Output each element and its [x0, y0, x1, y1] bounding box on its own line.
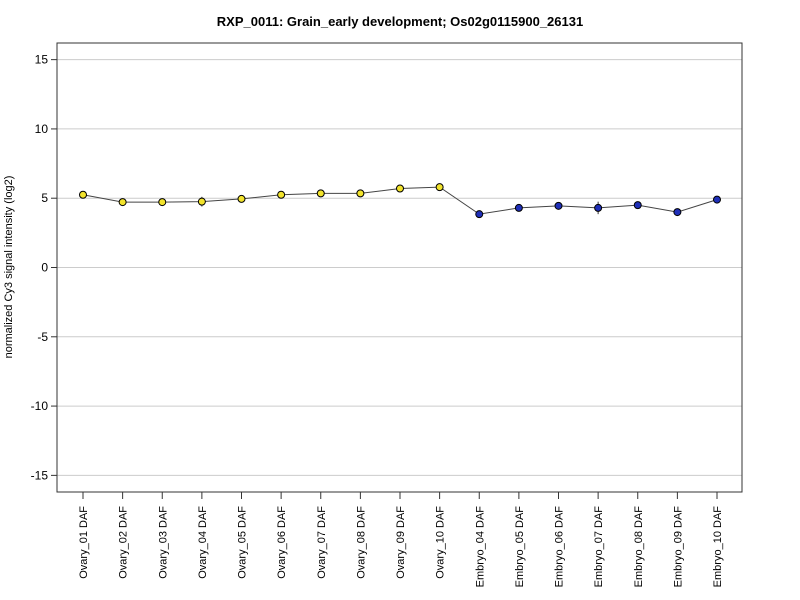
y-tick-label: 15: [35, 53, 49, 67]
chart-title: RXP_0011: Grain_early development; Os02g…: [217, 14, 583, 29]
x-tick-label: Ovary_09 DAF: [395, 506, 407, 579]
x-tick-label: Embryo_07 DAF: [593, 506, 605, 588]
x-tick-label: Ovary_08 DAF: [355, 506, 367, 579]
y-axis-ticks: 15 10 5 0 -5 -10 -15: [31, 53, 57, 482]
x-tick-label: Ovary_07 DAF: [316, 506, 328, 579]
data-point: [277, 190, 286, 199]
data-point: [79, 190, 87, 199]
y-axis-label: normalized Cy3 signal intensity (log2): [3, 176, 15, 359]
data-point: [237, 194, 246, 203]
x-tick-label: Ovary_02 DAF: [118, 506, 130, 579]
data-point: [475, 210, 484, 219]
data-point: [554, 201, 563, 210]
x-tick-label: Ovary_01 DAF: [78, 506, 90, 579]
y-tick-label: -10: [31, 399, 49, 413]
x-tick-label: Embryo_09 DAF: [672, 506, 684, 588]
x-axis-ticks: Ovary_01 DAF Ovary_02 DAF Ovary_03 DAF Ovar…: [78, 492, 724, 587]
y-tick-label: 5: [41, 191, 48, 205]
x-tick-label: Embryo_08 DAF: [633, 506, 645, 588]
y-tick-label: -15: [31, 468, 49, 482]
data-point: [316, 189, 325, 198]
data-point: [633, 201, 642, 210]
data-point: [435, 183, 444, 192]
x-tick-label: Ovary_06 DAF: [276, 506, 288, 579]
x-tick-label: Embryo_04 DAF: [474, 506, 486, 588]
x-tick-label: Embryo_10 DAF: [712, 506, 724, 588]
x-tick-label: Ovary_04 DAF: [197, 506, 209, 579]
y-tick-label: 10: [35, 122, 49, 136]
data-point: [158, 198, 167, 207]
data-point: [396, 184, 404, 193]
plot-frame: [56, 42, 743, 493]
x-tick-label: Ovary_10 DAF: [435, 506, 447, 579]
y-tick-label: 0: [41, 261, 48, 275]
data-point: [594, 203, 603, 212]
x-tick-label: Embryo_05 DAF: [514, 506, 526, 588]
data-series: [79, 183, 721, 219]
x-tick-label: Ovary_03 DAF: [157, 506, 169, 579]
data-point: [356, 189, 365, 198]
data-point: [514, 203, 523, 212]
x-tick-label: Embryo_06 DAF: [554, 506, 566, 588]
data-point: [713, 195, 721, 204]
y-tick-label: -5: [37, 330, 48, 344]
x-tick-label: Ovary_05 DAF: [237, 506, 249, 579]
grid-lines: [57, 59, 742, 476]
data-point: [118, 198, 127, 207]
data-point: [673, 208, 682, 217]
data-point: [197, 197, 206, 206]
